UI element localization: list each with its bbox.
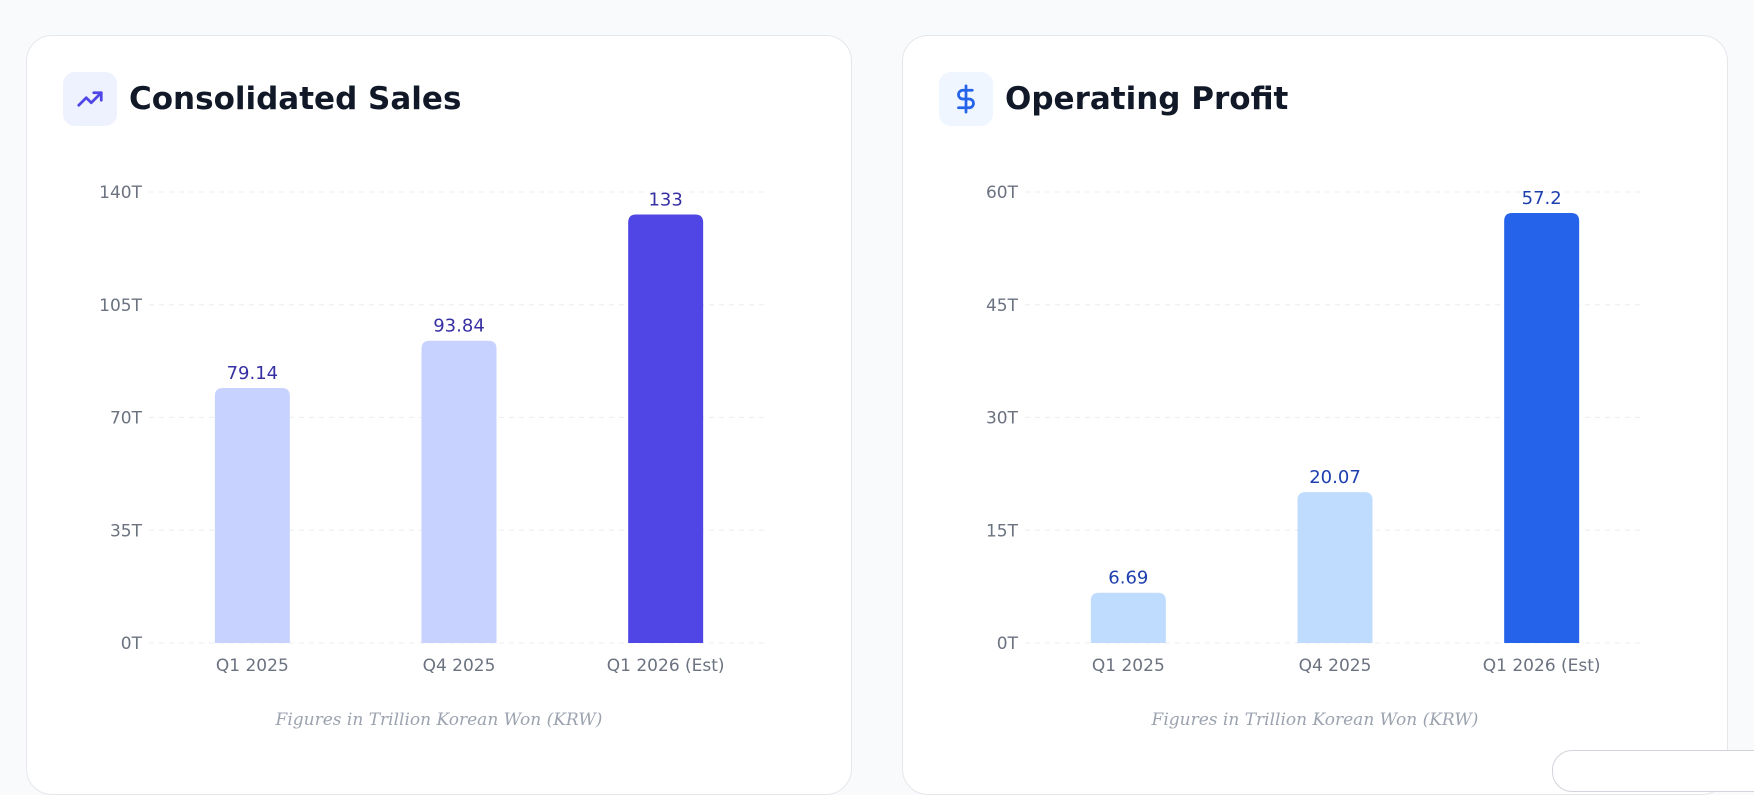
chart-title: Consolidated Sales	[129, 81, 462, 117]
bar	[1297, 492, 1373, 643]
data-label: 57.2	[1522, 188, 1562, 209]
bar	[1504, 213, 1580, 643]
profit-bar-chart: 0T 15T 30T 45T 60T 6.69 Q1 2025 20.07 Q4 2025 57.…	[986, 183, 1645, 676]
x-tick-label: Q1 2026 (Est)	[607, 656, 725, 676]
y-tick-label: 15T	[986, 521, 1019, 541]
icon-container	[63, 72, 117, 126]
y-tick-label: 30T	[986, 409, 1019, 429]
trending-up-icon	[77, 91, 103, 107]
bar	[628, 214, 704, 644]
data-label: 133	[648, 190, 682, 211]
data-label: 93.84	[433, 316, 485, 337]
chart-footnote: Figures in Trillion Korean Won (KRW)	[275, 710, 603, 730]
y-tick-label: 35T	[110, 521, 143, 541]
consolidated-sales-card: Consolidated Sales 0T 35T 70T 105T 140T 79.14…	[26, 35, 852, 795]
bar	[214, 388, 290, 643]
sales-bar-chart: 0T 35T 70T 105T 140T 79.14 Q1 2025 93.84 Q4 2025…	[99, 183, 769, 676]
x-tick-label: Q1 2026 (Est)	[1483, 656, 1601, 676]
card-header: Consolidated Sales	[63, 72, 461, 126]
bar	[1090, 592, 1166, 643]
x-tick-label: Q4 2025	[423, 656, 496, 676]
y-tick-label: 140T	[99, 183, 142, 203]
dollar-sign-icon	[957, 84, 975, 114]
bar	[421, 340, 497, 643]
data-label: 20.07	[1309, 467, 1361, 488]
x-tick-label: Q1 2025	[216, 656, 289, 676]
y-tick-label: 45T	[986, 296, 1019, 316]
chart-title: Operating Profit	[1005, 81, 1289, 117]
y-tick-label: 0T	[997, 634, 1019, 654]
data-label: 6.69	[1108, 568, 1148, 589]
card-header: Operating Profit	[939, 72, 1288, 126]
y-tick-label: 0T	[121, 634, 143, 654]
x-tick-label: Q4 2025	[1299, 656, 1372, 676]
floating-control[interactable]	[1552, 750, 1754, 792]
x-tick-label: Q1 2025	[1092, 656, 1165, 676]
data-label: 79.14	[227, 363, 279, 384]
operating-profit-card: Operating Profit 0T 15T 30T 45T 60T 6.69 Q1 20…	[902, 35, 1728, 795]
chart-footnote: Figures in Trillion Korean Won (KRW)	[1151, 710, 1479, 730]
icon-container	[939, 72, 993, 126]
y-tick-label: 105T	[99, 296, 142, 316]
y-tick-label: 60T	[986, 183, 1019, 203]
y-tick-label: 70T	[110, 409, 143, 429]
